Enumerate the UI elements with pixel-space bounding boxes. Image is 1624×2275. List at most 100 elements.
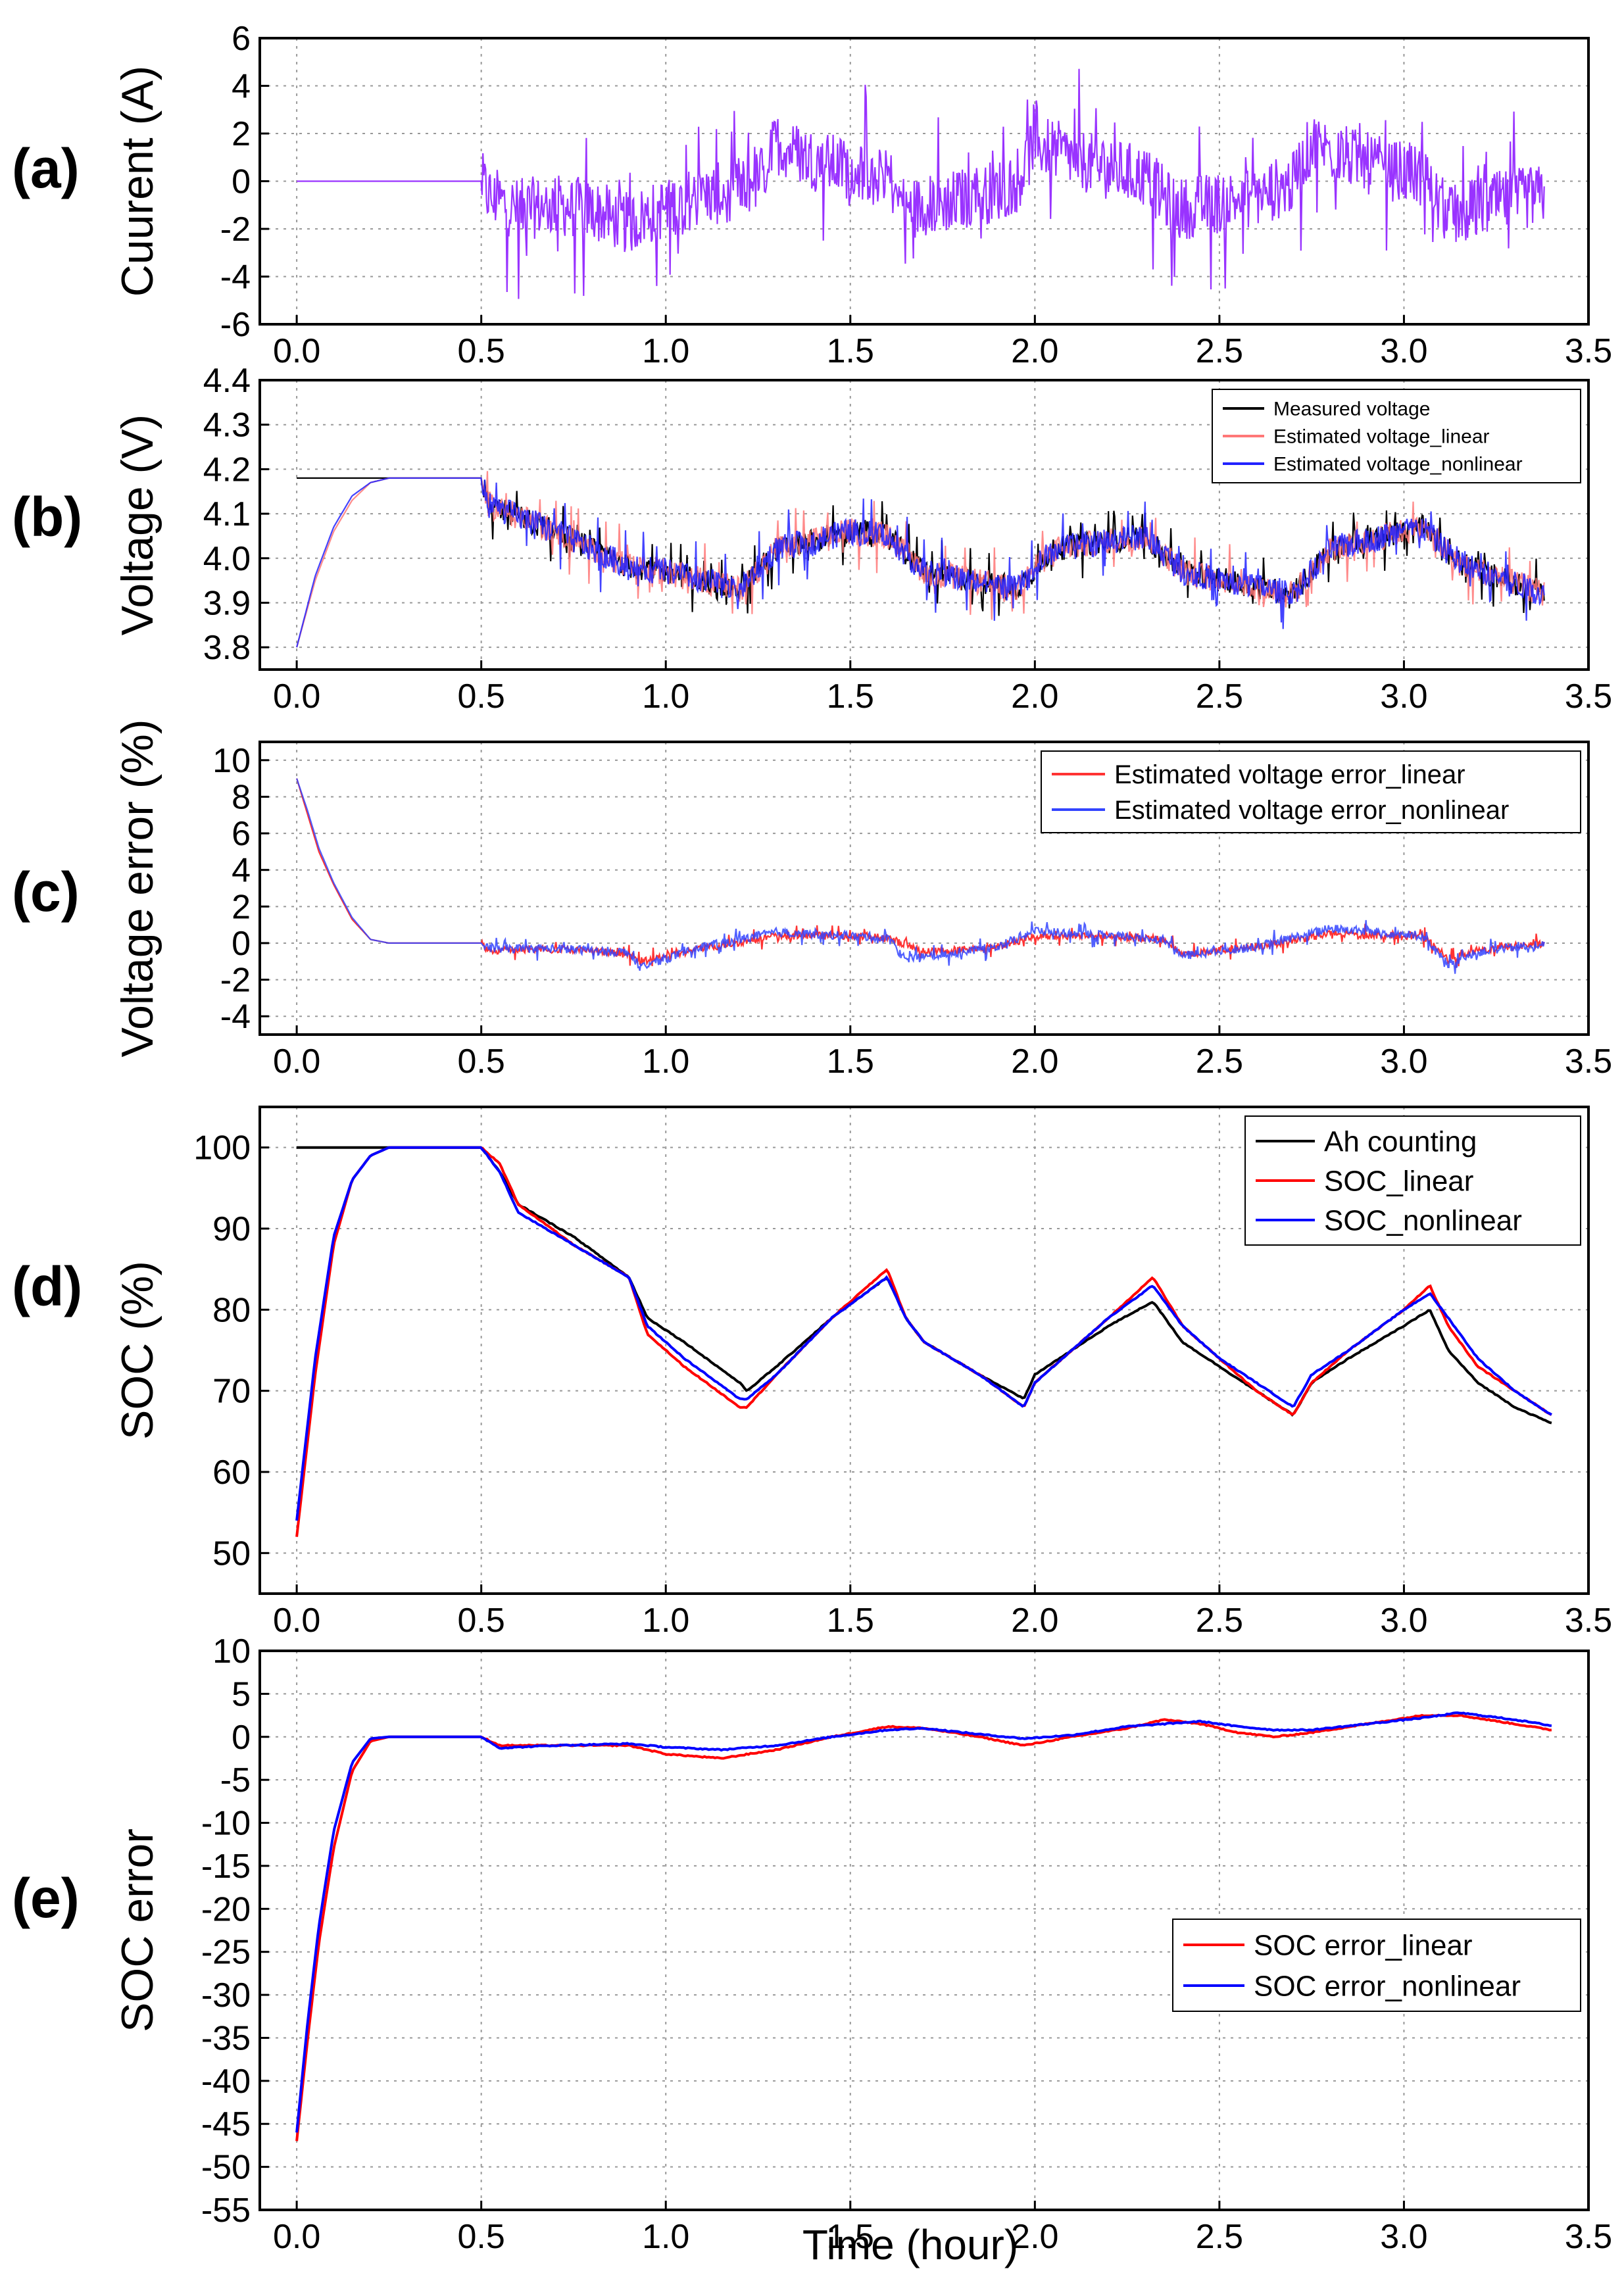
y-tick-label: 2 — [232, 888, 251, 926]
y-tick-label: 3.8 — [203, 629, 251, 667]
y-tick-label: -4 — [220, 998, 251, 1036]
x-tick-label: 3.5 — [1565, 1602, 1612, 1640]
x-tick-label: 2.0 — [1011, 2218, 1058, 2256]
y-tick-label: 3.9 — [203, 584, 251, 622]
legend: Ah counting SOC_linear SOC_nonlinear — [1244, 1115, 1581, 1246]
x-tick-label: 0.5 — [458, 1602, 505, 1640]
x-tick-label: 1.5 — [827, 677, 874, 716]
x-tick-label: 2.5 — [1196, 677, 1243, 716]
x-tick-label: 0.5 — [458, 332, 505, 370]
y-tick-label: 4 — [232, 852, 251, 890]
legend-entry: Measured voltage — [1273, 399, 1430, 420]
x-tick-label: 2.5 — [1196, 1042, 1243, 1081]
panel-a: 0.0 0.5 1.0 1.5 2.0 2.5 3.0 3.5 -6 -4 -2 0 2 4 6 Cuuren… — [12, 20, 1612, 370]
x-tick-label: 2.5 — [1196, 332, 1243, 370]
legend-box — [1212, 389, 1581, 483]
x-tick-label: 1.0 — [642, 1602, 689, 1640]
series-line-2 — [296, 778, 1545, 974]
panel-e: 0.0 0.5 1.0 1.5 2.0 2.5 3.0 3.5-55-50-45-40-35-… — [12, 1632, 1612, 2256]
y-axis-label: Voltage error (%) — [112, 720, 162, 1058]
y-tick-label: 100 — [193, 1129, 251, 1167]
y-tick-label: -2 — [220, 962, 251, 1000]
y-tick-label: -20 — [201, 1890, 251, 1928]
y-tick-label: 90 — [212, 1210, 251, 1248]
panel-label: (b) — [12, 486, 82, 548]
plot-frame — [258, 1650, 1590, 2211]
y-tick-label: -55 — [201, 2191, 251, 2230]
y-axis-label: Cuurent (A) — [112, 66, 162, 297]
x-tick-label: 0.0 — [273, 332, 320, 370]
legend-entry: SOC error_linear — [1254, 1929, 1473, 1961]
y-tick-label: -25 — [201, 1934, 251, 1972]
series-line-3 — [296, 477, 1545, 648]
y-tick-label: 6 — [232, 20, 251, 58]
y-tick-label: 4.1 — [203, 495, 251, 533]
legend-entry: Ah counting — [1324, 1125, 1477, 1158]
legend: Measured voltage Estimated voltage_linear… — [1212, 389, 1581, 483]
plot-frame — [258, 741, 1590, 1036]
x-tick-label: 3.5 — [1565, 1042, 1612, 1081]
panels: 0.0 0.5 1.0 1.5 2.0 2.5 3.0 3.5-6-4-20246Cuuren… — [12, 20, 1612, 2256]
x-tick-label: 1.5 — [827, 1042, 874, 1081]
y-tick-label: 60 — [212, 1454, 251, 1492]
y-tick-label: 50 — [212, 1534, 251, 1573]
legend-entry: SOC_linear — [1324, 1165, 1473, 1197]
legend: SOC error_linear SOC error_nonlinear — [1172, 1919, 1581, 2012]
y-axis-label: SOC error — [112, 1828, 162, 2032]
y-tick-label: 0 — [232, 925, 251, 963]
y-tick-label: 10 — [212, 742, 251, 780]
y-tick-label: -6 — [220, 306, 251, 344]
legend-entry: SOC error_nonlinear — [1254, 1970, 1521, 2002]
legend-entry: Estimated voltage error_linear — [1114, 760, 1465, 789]
y-tick-label: -50 — [201, 2149, 251, 2187]
x-tick-label: 0.0 — [273, 1602, 320, 1640]
y-tick-label: -40 — [201, 2063, 251, 2101]
legend-entry: Estimated voltage_linear — [1273, 426, 1490, 448]
x-tick-label: 3.0 — [1380, 677, 1427, 716]
x-tick-label: 3.5 — [1565, 677, 1612, 716]
figure-x-axis-label: Time (hour) — [802, 2221, 1018, 2268]
y-tick-label: -2 — [220, 210, 251, 249]
legend: Estimated voltage error_linear Estimated … — [1041, 750, 1581, 833]
x-tick-label: 2.0 — [1011, 677, 1058, 716]
panel-label: (c) — [12, 861, 80, 923]
x-tick-label: 2.5 — [1196, 1602, 1243, 1640]
panel-label: (a) — [12, 137, 80, 199]
y-axis-label: Voltage (V) — [112, 414, 162, 635]
x-tick-label: 1.0 — [642, 2218, 689, 2256]
plot-frame — [258, 1106, 1590, 1595]
y-tick-label: 2 — [232, 115, 251, 153]
y-tick-label: 4.3 — [203, 406, 251, 445]
y-tick-label: 4.0 — [203, 540, 251, 578]
y-tick-label: 6 — [232, 815, 251, 853]
panel-b: 0.0 0.5 1.0 1.5 2.0 2.5 3.0 3.5 3.8 3.9 4.0 4.1 4.2 4… — [12, 362, 1612, 716]
x-tick-label: 2.0 — [1011, 1042, 1058, 1081]
x-tick-label: 2.0 — [1011, 1602, 1058, 1640]
y-tick-label: 0 — [232, 1719, 251, 1757]
series-line-2 — [295, 1711, 1552, 2133]
legend-entry: Estimated voltage_nonlinear — [1273, 454, 1523, 476]
x-tick-label: 2.0 — [1011, 332, 1058, 370]
plot-frame — [258, 379, 1590, 671]
x-tick-label: 0.0 — [273, 1042, 320, 1081]
legend-entry: SOC_nonlinear — [1324, 1204, 1522, 1236]
y-tick-label: -30 — [201, 1976, 251, 2015]
y-tick-label: 70 — [212, 1373, 251, 1411]
x-tick-label: 2.5 — [1196, 2218, 1243, 2256]
legend-entry: Estimated voltage error_nonlinear — [1114, 796, 1509, 825]
y-tick-label: -4 — [220, 258, 251, 297]
y-tick-label: 5 — [232, 1675, 251, 1713]
y-tick-label: 8 — [232, 778, 251, 816]
x-tick-label: 1.0 — [642, 332, 689, 370]
x-tick-label: 1.0 — [642, 677, 689, 716]
x-tick-label: 3.0 — [1380, 1602, 1427, 1640]
y-tick-label: 0 — [232, 163, 251, 201]
y-tick-label: 10 — [212, 1632, 251, 1671]
panel-label: (d) — [12, 1256, 82, 1317]
series-line-3 — [295, 1146, 1552, 1521]
y-tick-label: -10 — [201, 1805, 251, 1843]
x-tick-label: 0.5 — [458, 2218, 505, 2256]
y-tick-label: 4 — [232, 68, 251, 106]
